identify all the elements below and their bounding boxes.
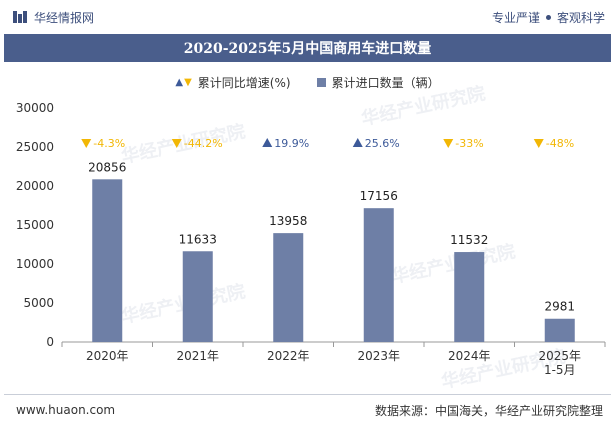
y-tick-label: 10000 <box>16 257 54 271</box>
footer: www.huaon.com 数据来源：中国海关，华经产业研究院整理 <box>0 396 615 424</box>
bar-data-label: 2981 <box>544 300 575 314</box>
bar <box>544 318 575 342</box>
bar-data-label: 11532 <box>450 233 488 247</box>
x-tick-label: 2020年 <box>86 349 129 363</box>
x-tick-label-line: 2025年 <box>538 349 581 363</box>
brand: 华经情报网 <box>12 9 94 26</box>
bar <box>182 251 213 342</box>
tagline-left: 专业严谨 <box>491 10 540 25</box>
x-tick-label: 2025年 1-5月 <box>538 349 581 377</box>
bar-data-label: 13958 <box>269 214 307 228</box>
chart-legend: ▲ ▼ 累计同比增速(%) 累计进口数量（辆） <box>0 72 615 92</box>
bar <box>363 208 394 342</box>
logo-icon <box>13 11 27 23</box>
bar-data-label: 20856 <box>88 160 126 174</box>
x-tick-label: 2024年 <box>448 349 491 363</box>
x-tick-label: 2023年 <box>357 349 400 363</box>
x-tick-label-line: 2020年 <box>86 349 129 363</box>
legend-item-quantity: 累计进口数量（辆） <box>316 74 440 91</box>
growth-data-label: 19.9% <box>274 137 309 150</box>
triangle-icon: ▲ ▼ <box>175 76 192 88</box>
y-tick-label: 0 <box>46 335 54 349</box>
footer-source: 数据来源：中国海关，华经产业研究院整理 <box>374 403 603 418</box>
brand-name: 华经情报网 <box>34 10 95 25</box>
y-tick-label: 25000 <box>16 140 54 154</box>
dot-icon <box>545 14 551 20</box>
bar-data-label: 17156 <box>360 189 398 203</box>
growth-up-triangle-icon <box>352 138 363 147</box>
bar <box>92 179 123 342</box>
growth-down-triangle-icon <box>443 139 454 148</box>
growth-data-label: -33% <box>455 137 483 150</box>
y-tick-label: 30000 <box>16 101 54 115</box>
x-tick-label: 2022年 <box>267 349 310 363</box>
x-tick-label-line: 2024年 <box>448 349 491 363</box>
bar-data-label: 11633 <box>179 232 217 246</box>
y-tick-label: 20000 <box>16 179 54 193</box>
y-tick-label: 5000 <box>23 296 54 310</box>
legend-label-growth: 累计同比增速(%) <box>197 75 291 90</box>
x-tick-label-line: 2021年 <box>176 349 219 363</box>
tagline: 专业严谨 客观科学 <box>492 9 605 26</box>
x-tick-label-line: 2022年 <box>267 349 310 363</box>
bar <box>273 233 304 342</box>
legend-item-growth: ▲ ▼ 累计同比增速(%) <box>175 74 290 91</box>
footer-website[interactable]: www.huaon.com <box>16 403 116 417</box>
chart-title: 2020-2025年5月中国商用车进口数量 <box>4 34 611 62</box>
legend-swatch-quantity <box>316 77 326 87</box>
footer-divider <box>4 394 611 395</box>
header-bar: 华经情报网 专业严谨 客观科学 <box>0 0 615 34</box>
growth-down-triangle-icon <box>171 139 182 148</box>
x-tick-label: 2021年 <box>176 349 219 363</box>
growth-data-label: -48% <box>546 137 574 150</box>
growth-up-triangle-icon <box>262 138 273 147</box>
x-tick-label-line: 1-5月 <box>544 363 576 377</box>
x-tick-label-line: 2023年 <box>357 349 400 363</box>
growth-data-label: 25.6% <box>365 137 400 150</box>
bar <box>454 252 485 342</box>
growth-down-triangle-icon <box>533 139 544 148</box>
growth-down-triangle-icon <box>81 139 92 148</box>
legend-label-quantity: 累计进口数量（辆） <box>331 75 440 90</box>
growth-data-label: -44.2% <box>184 137 223 150</box>
tagline-right: 客观科学 <box>556 10 605 25</box>
growth-data-label: -4.3% <box>93 137 125 150</box>
y-tick-label: 15000 <box>16 218 54 232</box>
